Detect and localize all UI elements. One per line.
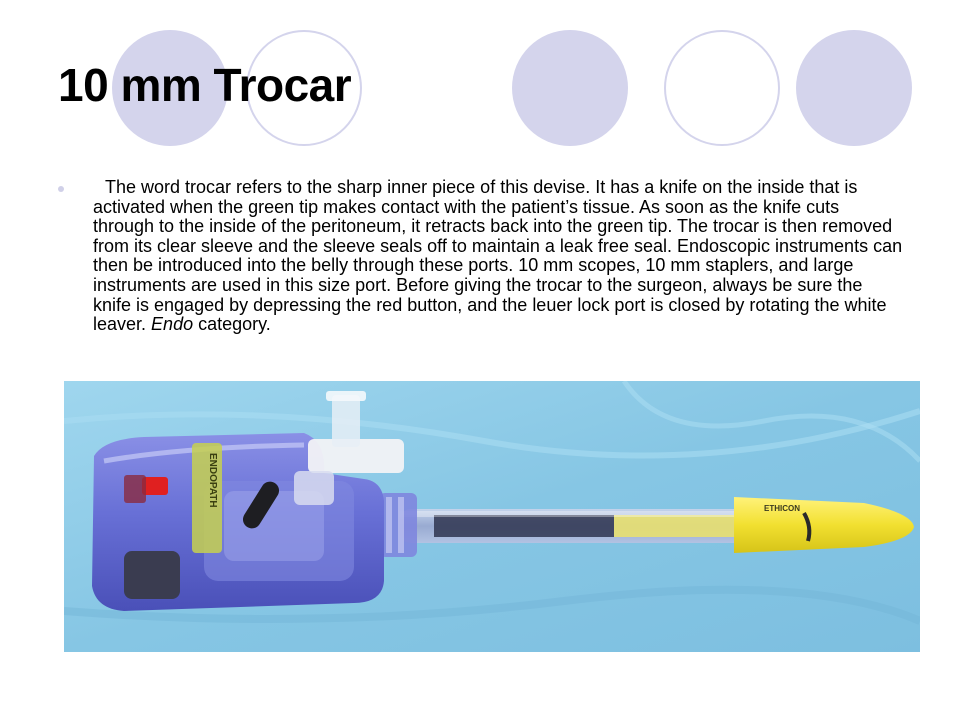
decorative-circle xyxy=(112,30,228,146)
trocar-photo: ETHICON ENDOPATH xyxy=(64,381,920,652)
tip-brand-text: ETHICON xyxy=(764,504,800,513)
bullet-dot-icon xyxy=(58,186,64,192)
slide-title: 10 mm Trocar xyxy=(58,59,352,111)
bullet-text-italic: Endo xyxy=(151,314,194,335)
bullet-text: The word trocar refers to the sharp inne… xyxy=(93,177,903,335)
decorative-circle xyxy=(664,30,780,146)
housing-label-text: ENDOPATH xyxy=(207,453,218,508)
bullet-text-main: The word trocar refers to the sharp inne… xyxy=(93,177,903,335)
bullet-text-end: category. xyxy=(193,314,271,335)
decorative-circle xyxy=(512,30,628,146)
decorative-circle xyxy=(796,30,912,146)
decorative-circle xyxy=(246,30,362,146)
